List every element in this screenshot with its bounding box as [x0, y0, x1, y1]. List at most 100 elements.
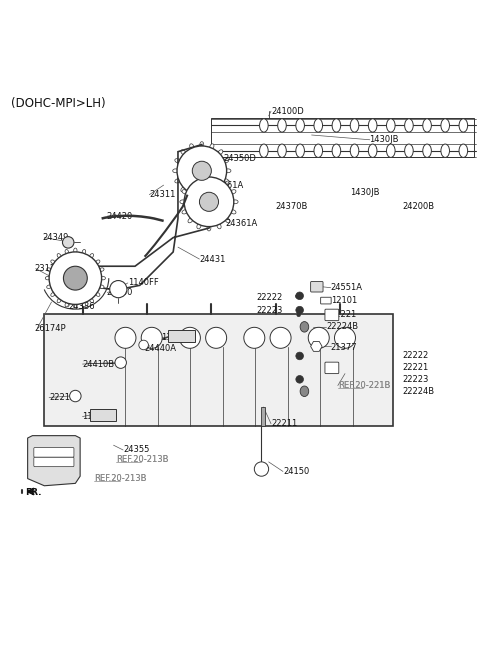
- Text: REF.20-221B: REF.20-221B: [338, 381, 390, 390]
- Text: 12101: 12101: [331, 296, 357, 305]
- Text: 24100D: 24100D: [271, 107, 304, 116]
- Ellipse shape: [218, 187, 223, 192]
- Text: 22222: 22222: [257, 292, 283, 302]
- Text: 22224B: 22224B: [326, 322, 358, 331]
- Ellipse shape: [423, 144, 432, 157]
- Ellipse shape: [197, 175, 201, 181]
- Text: 22221: 22221: [402, 364, 429, 373]
- Ellipse shape: [65, 302, 69, 307]
- Ellipse shape: [181, 187, 186, 192]
- Text: 22212: 22212: [49, 393, 75, 402]
- Ellipse shape: [296, 144, 304, 157]
- Ellipse shape: [57, 254, 61, 258]
- Ellipse shape: [225, 181, 230, 186]
- Text: 1430JB: 1430JB: [369, 135, 398, 144]
- Ellipse shape: [386, 119, 395, 132]
- Ellipse shape: [207, 173, 211, 179]
- Ellipse shape: [350, 144, 359, 157]
- Ellipse shape: [51, 260, 55, 264]
- Text: (DOHC-MPI>LH): (DOHC-MPI>LH): [11, 97, 106, 110]
- Ellipse shape: [300, 322, 309, 332]
- Ellipse shape: [210, 192, 214, 198]
- Ellipse shape: [180, 200, 186, 204]
- Ellipse shape: [82, 250, 85, 254]
- Ellipse shape: [175, 179, 180, 183]
- Circle shape: [296, 352, 303, 360]
- Ellipse shape: [223, 159, 229, 163]
- Text: REF.20-221B: REF.20-221B: [338, 381, 390, 390]
- Text: FR.: FR.: [25, 488, 42, 498]
- Circle shape: [205, 327, 227, 348]
- Circle shape: [63, 266, 87, 290]
- Circle shape: [62, 237, 74, 248]
- Text: REF.20-213B: REF.20-213B: [95, 474, 147, 483]
- Ellipse shape: [296, 119, 304, 132]
- Ellipse shape: [217, 175, 221, 181]
- Text: 24420: 24420: [107, 212, 132, 221]
- Circle shape: [192, 161, 211, 181]
- FancyBboxPatch shape: [262, 407, 265, 426]
- Circle shape: [297, 308, 300, 312]
- Ellipse shape: [332, 119, 341, 132]
- Text: 24560: 24560: [107, 288, 133, 297]
- Ellipse shape: [232, 200, 238, 204]
- Polygon shape: [311, 342, 322, 351]
- Text: 24150: 24150: [283, 467, 309, 476]
- Ellipse shape: [190, 144, 194, 149]
- Circle shape: [49, 252, 102, 304]
- Ellipse shape: [368, 119, 377, 132]
- Ellipse shape: [423, 119, 432, 132]
- Ellipse shape: [441, 144, 449, 157]
- FancyBboxPatch shape: [90, 410, 116, 421]
- Circle shape: [244, 327, 265, 348]
- Ellipse shape: [278, 119, 286, 132]
- Ellipse shape: [90, 254, 94, 258]
- Ellipse shape: [175, 159, 180, 163]
- Text: 1140FF: 1140FF: [128, 278, 158, 287]
- Ellipse shape: [190, 192, 194, 198]
- Text: 1140FY: 1140FY: [83, 412, 113, 421]
- Ellipse shape: [101, 276, 106, 280]
- Text: 23120: 23120: [35, 264, 61, 273]
- Ellipse shape: [82, 302, 85, 307]
- Ellipse shape: [225, 218, 230, 223]
- Ellipse shape: [181, 150, 186, 155]
- Circle shape: [141, 327, 162, 348]
- Ellipse shape: [278, 144, 286, 157]
- Circle shape: [296, 375, 303, 383]
- Text: 1140FY: 1140FY: [161, 333, 192, 342]
- Ellipse shape: [45, 276, 50, 280]
- Text: REF.20-213B: REF.20-213B: [116, 455, 168, 464]
- Circle shape: [110, 281, 127, 298]
- FancyBboxPatch shape: [168, 330, 195, 342]
- Circle shape: [308, 327, 329, 348]
- Text: 22223: 22223: [257, 305, 283, 314]
- Text: 24431: 24431: [199, 254, 226, 263]
- Text: 24361A: 24361A: [226, 219, 258, 228]
- Circle shape: [180, 327, 200, 348]
- Ellipse shape: [47, 285, 51, 289]
- Text: 22224B: 22224B: [402, 387, 434, 396]
- Ellipse shape: [57, 298, 61, 303]
- Circle shape: [139, 340, 148, 350]
- Text: 22221: 22221: [331, 311, 357, 320]
- FancyBboxPatch shape: [325, 362, 339, 373]
- Text: 1430JB: 1430JB: [350, 188, 379, 197]
- Circle shape: [184, 177, 234, 226]
- Text: 24336: 24336: [68, 302, 95, 311]
- FancyBboxPatch shape: [34, 448, 74, 457]
- FancyBboxPatch shape: [34, 457, 74, 466]
- Polygon shape: [44, 314, 393, 426]
- Ellipse shape: [188, 218, 193, 223]
- Text: 22223: 22223: [402, 375, 429, 384]
- Text: 24410B: 24410B: [83, 360, 115, 369]
- Text: 22211: 22211: [271, 419, 297, 428]
- Circle shape: [115, 327, 136, 348]
- Circle shape: [177, 146, 227, 195]
- Text: 24200B: 24200B: [402, 202, 434, 211]
- Ellipse shape: [188, 181, 193, 186]
- Text: 26174P: 26174P: [35, 324, 66, 333]
- Ellipse shape: [96, 292, 100, 296]
- FancyBboxPatch shape: [325, 309, 339, 321]
- Ellipse shape: [260, 144, 268, 157]
